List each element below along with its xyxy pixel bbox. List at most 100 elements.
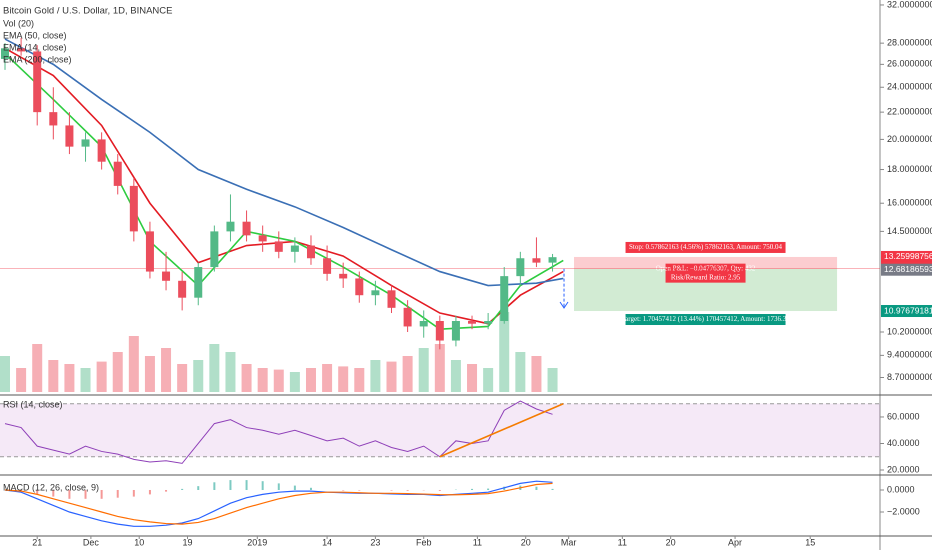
histogram-bar [261, 481, 264, 490]
ema-line [4, 38, 564, 287]
histogram-bar [229, 480, 232, 490]
y-tick-label: 26.00000000 [887, 59, 932, 69]
candle-body [81, 139, 90, 147]
candle-body [274, 241, 283, 252]
volume-bar [80, 368, 91, 392]
histogram-bar [551, 488, 554, 490]
price-label: 10.97679181 [884, 305, 932, 315]
pane-title: MACD (12, 26, close, 9) [3, 482, 99, 492]
candle-body [339, 273, 348, 279]
volume-bar [515, 352, 526, 392]
candle-body [548, 257, 557, 263]
volume-bar [338, 366, 349, 392]
volume-bar [177, 364, 188, 392]
candle-body [516, 258, 525, 277]
stop-label-box [625, 241, 786, 253]
volume-bar [128, 336, 139, 392]
x-tick-label: 11 [618, 537, 627, 547]
volume-bar [434, 344, 445, 392]
histogram-bar [181, 488, 184, 490]
rsi-line [439, 402, 564, 458]
y-tick-label: −2.0000 [887, 506, 920, 516]
volume-bar [161, 348, 172, 392]
candle-body [162, 271, 171, 281]
histogram-bar [68, 489, 71, 499]
volume-bar [225, 352, 236, 392]
candle-body [419, 320, 428, 327]
price-label: 13.25998756 [884, 251, 932, 261]
volume-bar [193, 360, 204, 392]
volume-bar [144, 356, 155, 392]
y-tick-label: 8.70000000 [887, 372, 932, 382]
y-tick-label: 0.0000 [887, 484, 915, 494]
y-tick-label: 22.00000000 [887, 107, 932, 117]
x-tick-label: 21 [32, 537, 42, 547]
histogram-bar [406, 489, 409, 491]
volume-bar [112, 352, 123, 392]
histogram-bar [390, 489, 393, 491]
candle-body [435, 320, 444, 341]
target-label: Target: 1.70457412 (13.44%) 170457412, A… [621, 315, 790, 323]
candle-body [226, 221, 235, 232]
y-tick-label: 9.40000000 [887, 350, 932, 360]
legend-entry: Vol (20) [3, 18, 34, 28]
y-tick-label: 16.00000000 [887, 198, 932, 208]
volume-bar [322, 364, 333, 392]
candle-body [17, 48, 26, 52]
x-tick-label: 20 [666, 537, 676, 547]
x-tick-label: 11 [473, 537, 482, 547]
candle-body [500, 276, 509, 321]
chart-title: Bitcoin Gold / U.S. Dollar, 1D, BINANCE [3, 6, 172, 17]
y-tick-label: 10.20000000 [887, 326, 932, 336]
histogram-bar [116, 489, 119, 498]
arrow-head [559, 301, 569, 309]
histogram-bar [471, 488, 474, 490]
histogram-bar [487, 488, 490, 490]
candle-body [33, 51, 42, 113]
histogram-bar [309, 487, 312, 490]
histogram-bar [245, 480, 248, 490]
volume-bar [257, 368, 268, 392]
x-tick-label: 15 [805, 537, 815, 547]
volume-bar [96, 361, 107, 392]
volume-bar [483, 368, 494, 392]
y-tick-label: 18.00000000 [887, 164, 932, 174]
price-label-box [881, 263, 932, 276]
candle-body [532, 258, 541, 263]
rr-label: Risk/Reward Ratio: 2.95 [671, 273, 741, 281]
x-tick-label: Apr [728, 537, 742, 547]
stop-zone [574, 256, 838, 269]
x-tick-label: Dec [83, 537, 100, 547]
legend-entry: EMA (14, close) [3, 42, 67, 52]
y-tick-label: 14.50000000 [887, 226, 932, 236]
volume-bar [354, 368, 365, 392]
macd-line [4, 482, 553, 525]
y-tick-label: 60.0000 [887, 411, 920, 421]
y-tick-label: 40.0000 [887, 438, 920, 448]
volume-bar [547, 368, 558, 392]
candle-body [258, 235, 267, 242]
y-tick-label: 28.00000000 [887, 38, 932, 48]
volume-bar [32, 344, 43, 392]
candle-body [210, 231, 219, 268]
volume-bar [402, 356, 413, 392]
rsi-line [4, 400, 553, 464]
x-tick-label: Feb [416, 537, 432, 547]
y-tick-label: 32.00000000 [887, 0, 932, 9]
volume-bar [450, 360, 461, 392]
rsi-band [0, 403, 880, 457]
histogram-bar [36, 489, 39, 495]
histogram-bar [358, 489, 361, 491]
y-tick-label: 20.0000 [887, 464, 920, 474]
histogram-bar [100, 489, 103, 499]
volume-bar [305, 368, 316, 392]
x-tick-label: 19 [183, 537, 193, 547]
x-tick-label: 10 [134, 537, 144, 547]
histogram-bar [148, 489, 151, 495]
candle-body [194, 267, 203, 298]
histogram-bar [165, 489, 168, 492]
volume-bar [48, 360, 59, 392]
x-tick-label: 2019 [247, 537, 267, 547]
